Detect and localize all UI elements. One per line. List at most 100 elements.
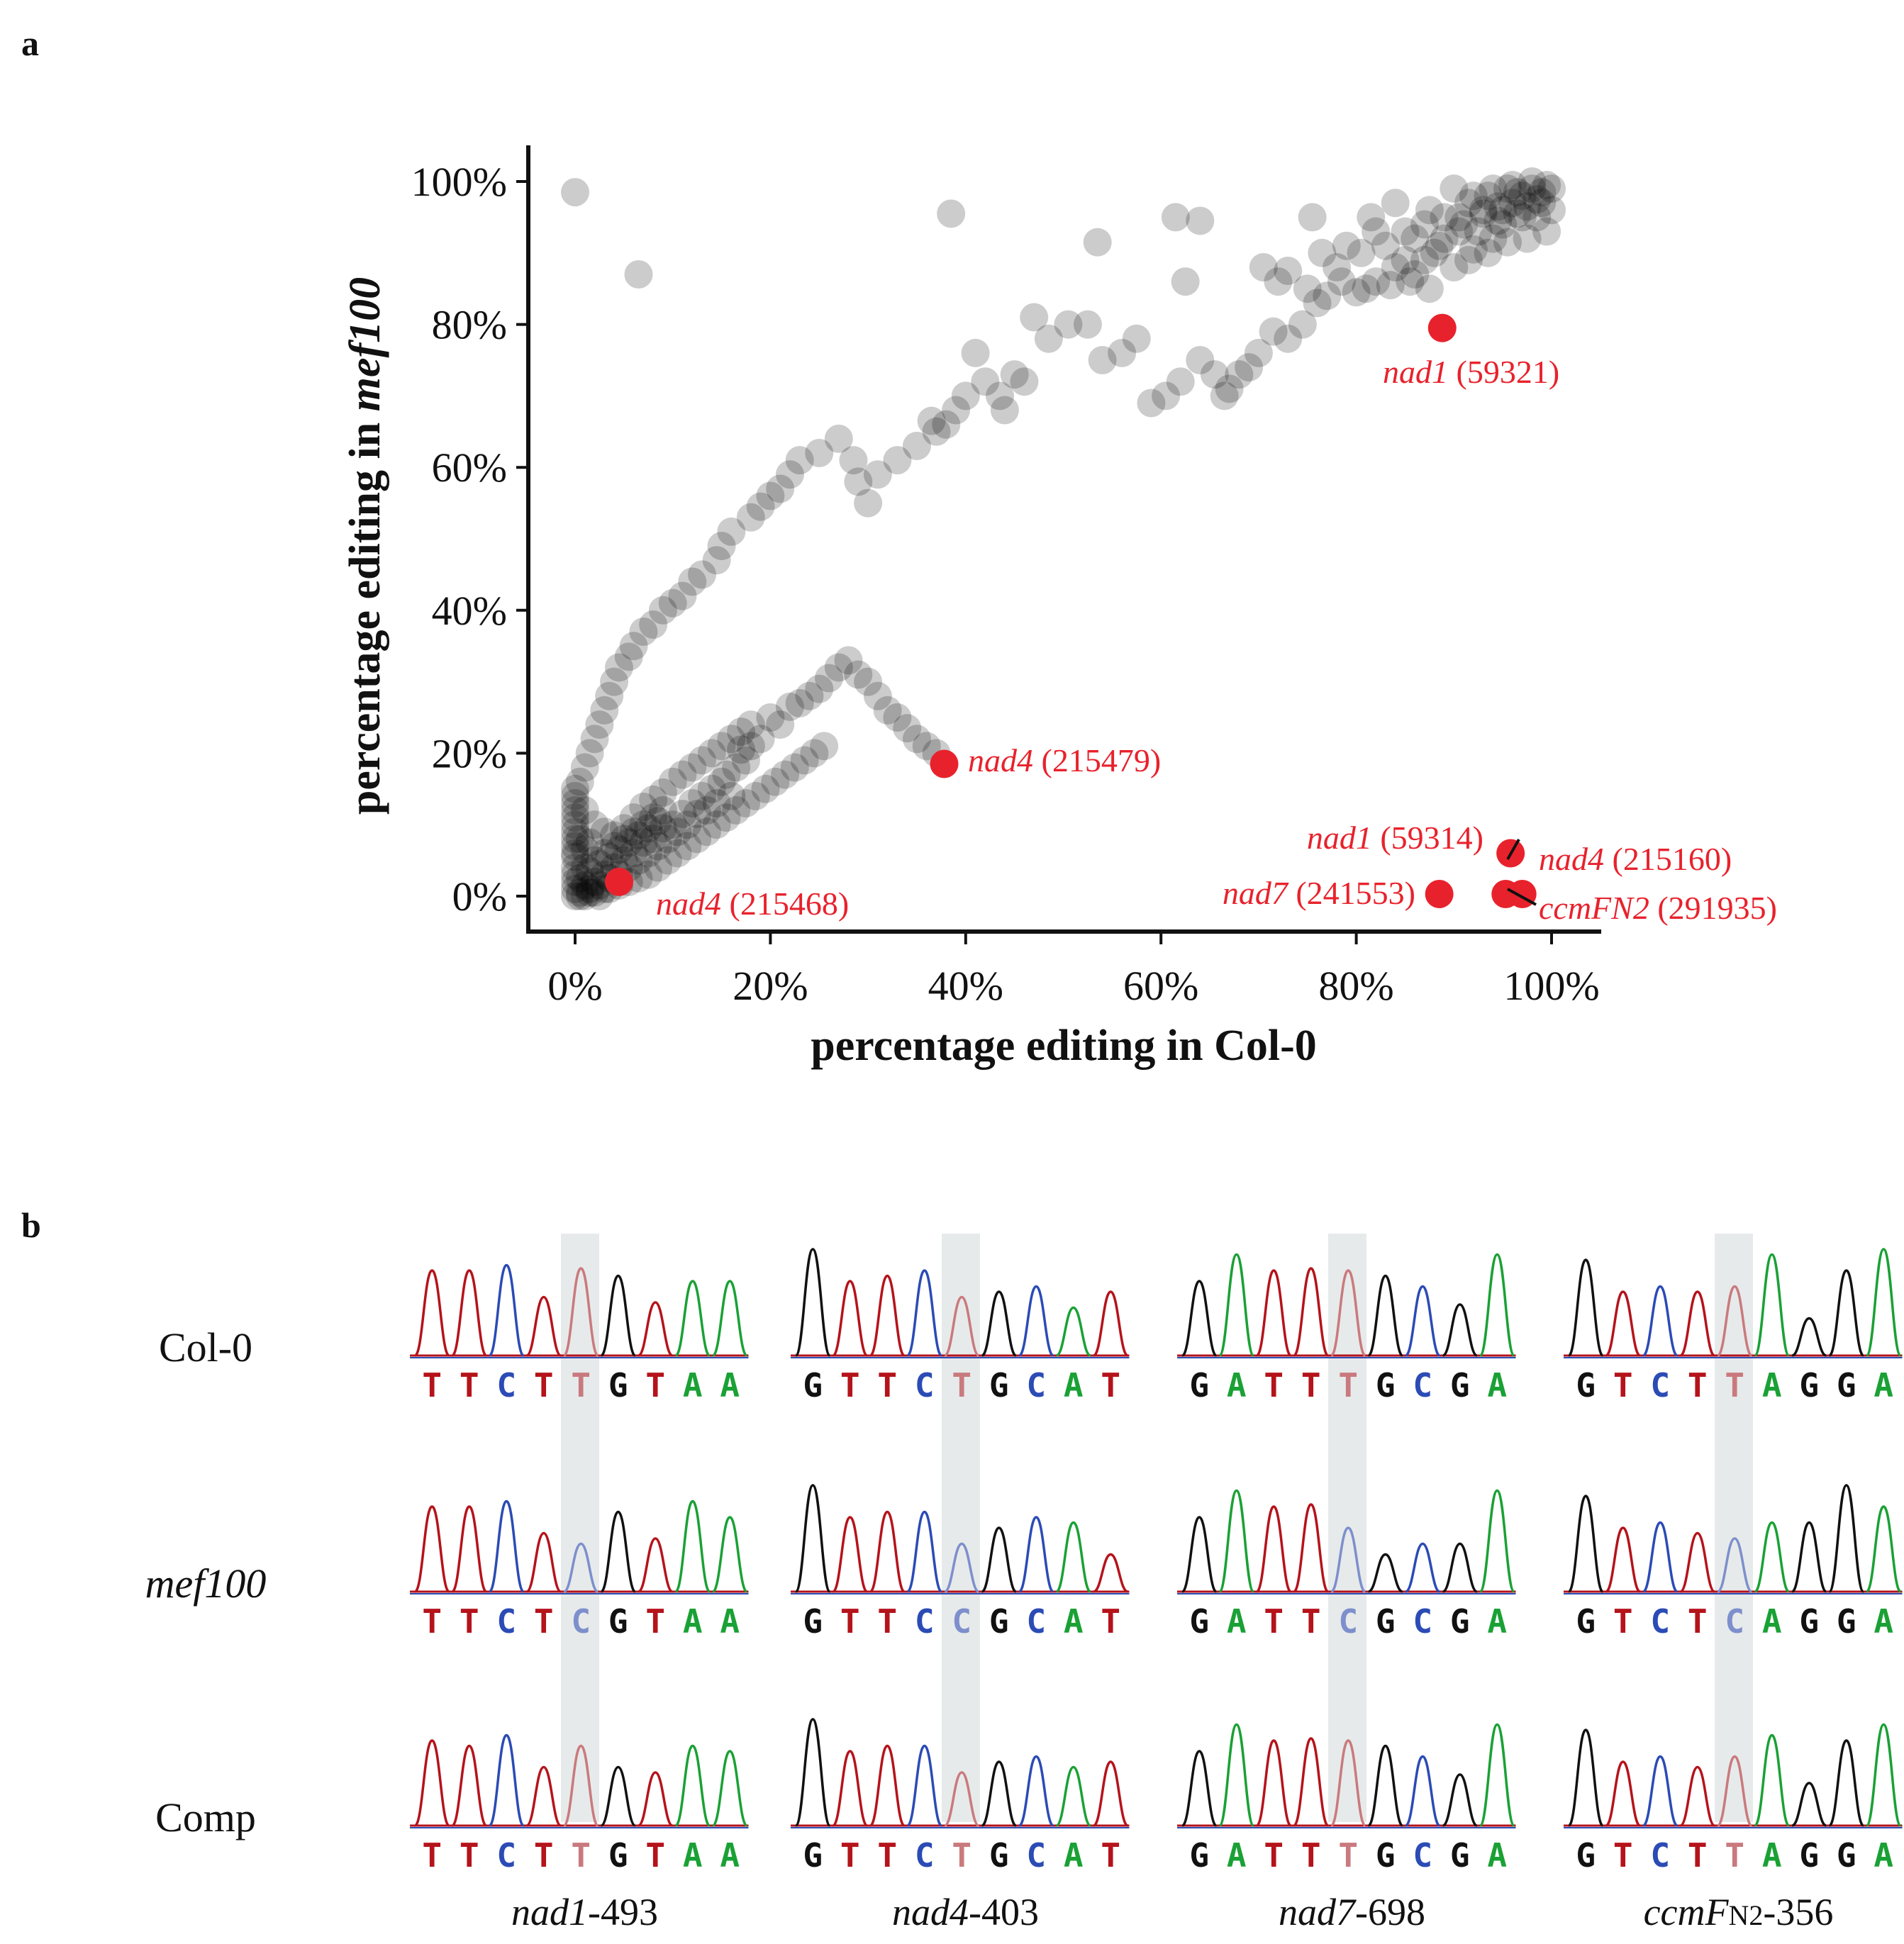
data-point xyxy=(629,828,658,857)
data-point xyxy=(561,832,589,861)
trace-peak-T xyxy=(1679,1765,1715,1827)
trace-peak-C xyxy=(1717,1537,1753,1593)
trace-peak-A xyxy=(1865,1723,1902,1827)
data-point xyxy=(702,788,731,817)
trace-peak-G xyxy=(981,1526,1018,1593)
column-label-nad7: nad7-698 xyxy=(1279,1891,1425,1933)
base-letter-T: T xyxy=(1264,1836,1284,1875)
base-letter-G: G xyxy=(1450,1602,1470,1641)
ticks: 0% 20% 40% 60% 80% 100% 0% 20% 40% 60% 80% 100% xyxy=(411,159,1600,1009)
data-point xyxy=(834,646,863,675)
base-letter-C: C xyxy=(496,1602,516,1641)
data-point xyxy=(585,710,614,739)
trace-peak-T xyxy=(1093,1553,1129,1593)
trace-peak-C xyxy=(1405,1542,1441,1593)
trace-peak-C xyxy=(1018,1755,1054,1827)
data-point xyxy=(585,849,614,878)
base-letter-A: A xyxy=(1487,1602,1507,1641)
data-point xyxy=(771,760,800,789)
data-point xyxy=(1454,245,1483,274)
data-point xyxy=(570,853,599,882)
data-point xyxy=(1186,206,1215,235)
trace-peak-C xyxy=(906,1510,943,1593)
data-point xyxy=(1288,310,1317,339)
trace-peak-T xyxy=(869,1744,906,1827)
base-letter-A: A xyxy=(1487,1836,1507,1875)
trace-peak-C xyxy=(1642,1755,1678,1827)
data-point xyxy=(561,867,589,896)
data-point xyxy=(561,774,589,803)
trace-peak-A xyxy=(711,1280,748,1357)
data-point xyxy=(561,860,589,889)
base-letter-A: A xyxy=(1762,1836,1782,1875)
base-letter-C: C xyxy=(496,1366,516,1404)
base-letter-T: T xyxy=(840,1602,860,1641)
trace-peak-A xyxy=(674,1744,711,1827)
base-letter-A: A xyxy=(1227,1366,1247,1404)
trace-peak-C xyxy=(1642,1285,1678,1357)
trace-peak-A xyxy=(1218,1489,1255,1593)
data-point xyxy=(1474,181,1503,211)
data-point xyxy=(902,725,931,754)
data-point xyxy=(692,817,721,847)
highlight-label-nad4: nad4 (215479) xyxy=(968,742,1161,778)
base-letter-T: T xyxy=(571,1366,591,1404)
data-point xyxy=(1210,381,1239,410)
highlight-label-nad4: nad4 (215468) xyxy=(656,886,849,922)
data-point xyxy=(604,653,633,682)
data-point xyxy=(1020,303,1049,332)
data-point xyxy=(1381,252,1410,281)
base-letter-T: T xyxy=(571,1836,591,1875)
data-point xyxy=(1352,274,1381,303)
data-point xyxy=(678,788,707,817)
data-point xyxy=(561,178,589,207)
data-point xyxy=(609,846,638,875)
trace-peak-T xyxy=(638,1301,674,1357)
base-letter-G: G xyxy=(1799,1366,1819,1404)
trace-peak-G xyxy=(1367,1553,1403,1593)
base-letter-T: T xyxy=(1613,1602,1633,1641)
data-point xyxy=(746,492,775,521)
base-letter-C: C xyxy=(915,1602,935,1641)
data-point xyxy=(844,660,873,689)
data-point xyxy=(1362,217,1391,246)
trace-peak-T xyxy=(413,1505,450,1593)
data-point xyxy=(756,703,785,732)
leader-line-ccmFN2 xyxy=(1507,888,1537,906)
trace-peak-A xyxy=(1865,1505,1902,1593)
data-point xyxy=(570,871,599,900)
trace-peak-A xyxy=(711,1750,748,1827)
data-point xyxy=(629,793,658,821)
trace-peak-T xyxy=(944,1771,980,1827)
trace-peak-G xyxy=(1367,1744,1404,1827)
trace-peak-G xyxy=(1791,1782,1827,1827)
data-point xyxy=(590,817,619,847)
data-point xyxy=(1357,203,1386,232)
data-point xyxy=(1186,346,1215,374)
data-point xyxy=(575,874,604,903)
data-point xyxy=(561,781,589,810)
trace-peak-G xyxy=(981,1760,1018,1827)
base-letter-C: C xyxy=(952,1602,972,1641)
data-point xyxy=(790,746,819,775)
panel-a-letter: a xyxy=(21,23,39,63)
data-point xyxy=(658,588,687,618)
base-letter-G: G xyxy=(1376,1836,1396,1875)
data-point xyxy=(707,732,736,761)
data-point xyxy=(565,878,594,907)
base-letter-C: C xyxy=(1026,1602,1046,1641)
trace-peak-G xyxy=(1367,1274,1404,1357)
data-point xyxy=(805,439,834,468)
base-letter-G: G xyxy=(1376,1366,1396,1404)
data-point xyxy=(736,732,765,761)
data-point xyxy=(1444,203,1474,232)
data-point xyxy=(619,839,648,868)
row-label-Comp: Comp xyxy=(155,1794,256,1840)
data-point xyxy=(1464,217,1493,246)
base-letter-T: T xyxy=(877,1836,897,1875)
base-letter-A: A xyxy=(720,1836,740,1875)
data-point xyxy=(795,681,824,710)
data-point xyxy=(692,796,721,825)
data-point xyxy=(810,732,839,761)
data-point xyxy=(932,410,961,439)
